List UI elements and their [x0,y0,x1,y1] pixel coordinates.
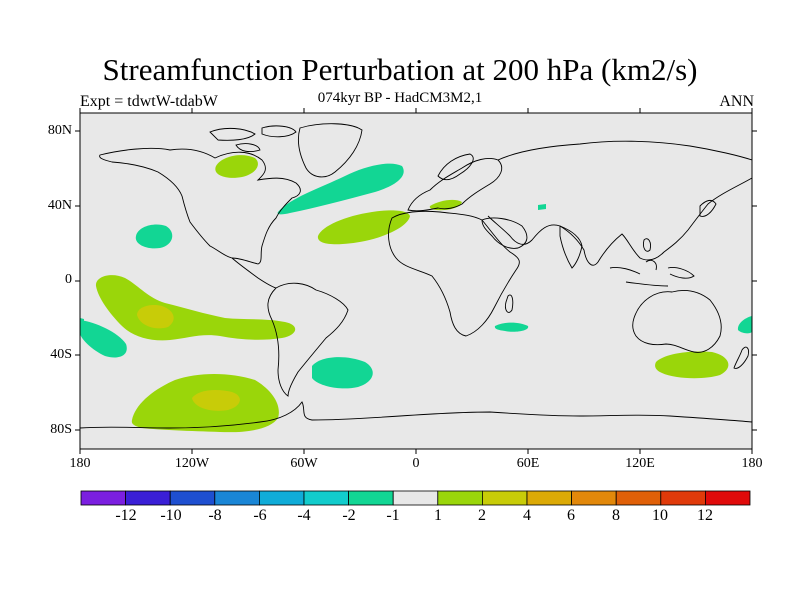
contour-positive-subtropical-atlantic [317,210,410,245]
colorbar-swatch [214,490,260,506]
colorbar-tick-label: -4 [297,507,311,524]
lon-tick-label: 180 [69,456,91,471]
lon-tick-label: 0 [412,456,420,471]
colorbar [80,490,751,506]
coastline-antarctica [80,401,752,429]
colorbar-swatch [615,490,662,506]
coastline-japan [699,199,717,217]
colorbar-tick-label: -1 [386,507,400,524]
lon-tick-label: 120W [174,456,210,471]
coastline-arctic-islands [209,125,297,153]
colorbar-swatch [80,490,126,506]
colorbar-swatch [526,490,572,506]
coastline-scandinavia [437,153,474,181]
lon-tick-label: 60W [290,456,318,471]
coastline-south-america [267,282,349,397]
coastline-india [559,225,583,269]
colorbar-swatch [258,490,305,506]
colorbar-tick-label: -10 [160,507,182,524]
map-title: Streamfunction Perturbation at 200 hPa (… [102,52,698,87]
coastline-africa [388,210,520,337]
colorbar-tick-label: 4 [523,507,531,524]
lat-tick-label: 80N [47,123,72,138]
colorbar-swatch [125,490,171,506]
coastline-philippines [643,238,651,252]
contour-positive-south-australia [655,351,729,379]
colorbar-tick-label: 6 [567,507,575,524]
coastline-arabia [481,217,528,249]
colorbar-tick-label: 12 [697,507,713,524]
coastline-europe [407,157,503,212]
contour-negative-tasman [737,316,752,334]
coastline-asia [487,140,752,266]
lat-tick-label: 0 [65,272,72,287]
colorbar-tick-label: -12 [115,507,137,524]
colorbar-tick-label: 2 [478,507,486,524]
contour-negative-arabia [538,204,546,210]
colorbar-swatch [392,490,439,506]
lat-tick-label: 40S [50,347,72,362]
coastline-north-america [99,147,301,265]
contour-fills [80,155,752,433]
contour-negative-indian-ocean [494,322,529,332]
contour-negative-south-atlantic [312,357,373,389]
colorbar-swatch [348,490,394,506]
colorbar-swatch [481,490,528,506]
colorbar-swatch [571,490,617,506]
tick-marks [75,108,757,454]
experiment-label: Expt = tdwtW-tdabW [80,93,218,110]
colorbar-tick-label: -8 [208,507,222,524]
lon-tick-label: 180 [741,456,763,471]
colorbar-swatch [705,490,751,506]
colorbar-tick-label: -2 [342,507,356,524]
contour-negative-dateline-tip [80,318,84,324]
map-subtitle: 074kyr BP - HadCM3M2,1 [317,90,483,106]
coastline-australia [632,289,722,353]
colorbar-swatch [169,490,216,506]
colorbar-swatch [303,490,349,506]
coastline-indonesia [609,259,695,287]
colorbar-tick-label: -6 [253,507,267,524]
lon-tick-label: 60E [516,456,540,471]
contour-negative-north-atlantic [277,163,404,215]
colorbar-tick-label: 8 [612,507,620,524]
contour-positive-hudson [215,155,258,178]
season-label: ANN [719,93,754,110]
lon-tick-label: 120E [625,456,655,471]
colorbar-tick-label: 10 [652,507,668,524]
colorbar-swatch [660,490,706,506]
coastlines [80,123,752,429]
lat-tick-label: 80S [50,422,72,437]
contour-positive-strong-south-pacific [137,305,174,329]
lat-tick-label: 40N [47,198,72,213]
coastline-new-zealand [733,346,749,369]
coastline-greenland [297,123,363,178]
contour-negative-eastern-pacific [135,224,173,249]
colorbar-swatch [437,490,483,506]
contour-negative-south-pacific-west [80,320,127,358]
colorbar-tick-label: 1 [434,507,442,524]
coastline-madagascar [505,294,514,313]
coastline-central-america [231,257,277,289]
contour-positive-strong-southern-ocean [192,390,240,411]
